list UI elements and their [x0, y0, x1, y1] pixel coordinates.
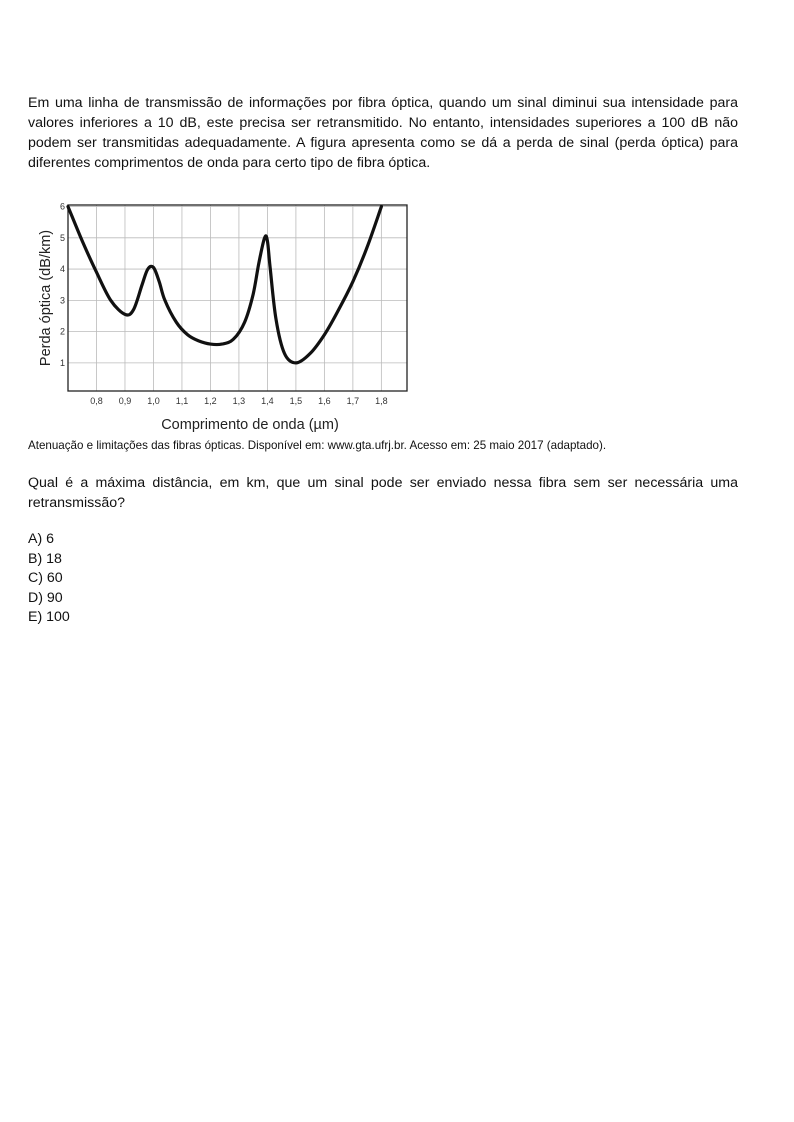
x-tick-label: 1,7	[347, 396, 360, 406]
y-tick-label: 2	[60, 327, 65, 337]
x-tick-label: 1,2	[204, 396, 217, 406]
option-c[interactable]: C) 60	[28, 570, 63, 586]
x-tick-label: 0,9	[119, 396, 132, 406]
x-tick-labels: 0,8 0,9 1,0 1,1 1,2 1,3 1,4 1,5 1,6 1,7 1,8	[90, 396, 387, 406]
x-tick-label: 1,5	[290, 396, 303, 406]
x-axis-title: Comprimento de onda (µm)	[161, 417, 339, 433]
y-tick-label: 3	[60, 295, 65, 305]
x-tick-label: 0,8	[90, 396, 103, 406]
option-e[interactable]: E) 100	[28, 609, 70, 625]
loss-curve	[66, 205, 383, 365]
plot-frame	[67, 204, 408, 392]
x-tick-label: 1,8	[375, 396, 388, 406]
y-tick-label: 5	[60, 233, 65, 243]
x-tick-label: 1,4	[261, 396, 274, 406]
y-axis-title: Perda óptica (dB/km)	[38, 230, 54, 366]
x-tick-label: 1,0	[147, 396, 160, 406]
y-tick-label: 6	[60, 202, 65, 212]
question-text: Qual é a máxima distância, em km, que um…	[28, 475, 738, 511]
figure-caption: Atenuação e limitações das fibras óptica…	[28, 439, 607, 452]
y-tick-labels: 1 2 3 4 5 6	[60, 202, 65, 368]
y-tick-label: 4	[60, 264, 65, 274]
y-tick-label: 1	[60, 358, 65, 368]
optical-loss-chart: 0,8 0,9 1,0 1,1 1,2 1,3 1,4 1,5 1,6 1,7 1,8 1 2 3 4 5 6…	[28, 195, 418, 435]
x-tick-label: 1,1	[176, 396, 189, 406]
option-a[interactable]: A) 6	[28, 531, 55, 547]
intro-text: Em uma linha de transmissão de informaçõ…	[28, 95, 738, 171]
option-b[interactable]: B) 18	[28, 550, 62, 567]
answer-options: A) 6 B) 18 C) 60 D) 90 E) 100	[28, 530, 70, 628]
option-d[interactable]: D) 90	[28, 589, 63, 606]
chart-grid	[68, 205, 407, 391]
chart-svg: 0,8 0,9 1,0 1,1 1,2 1,3 1,4 1,5 1,6 1,7 1,8 1 2 3 4 5 6…	[38, 202, 408, 433]
x-tick-label: 1,6	[318, 396, 331, 406]
x-tick-label: 1,3	[233, 396, 246, 406]
